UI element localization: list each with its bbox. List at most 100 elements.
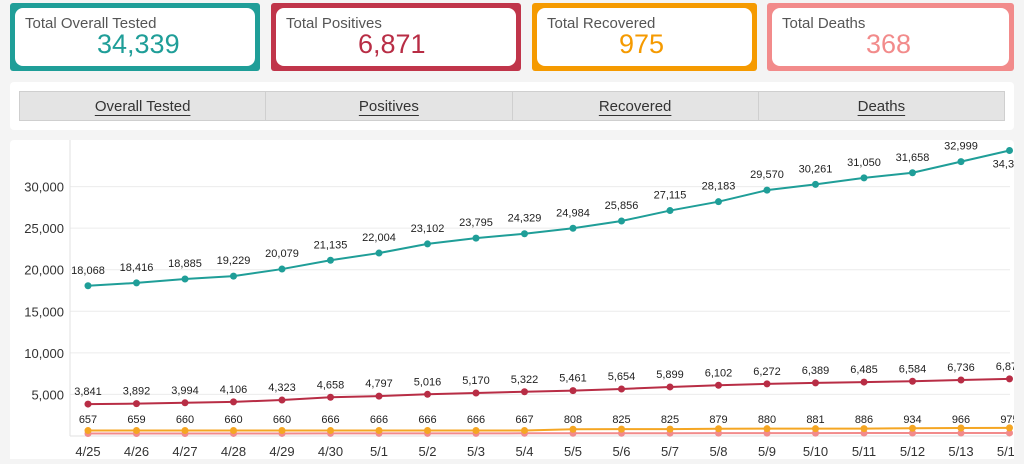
- tab-overall-tested[interactable]: Overall Tested: [20, 92, 267, 120]
- data-point: [1006, 424, 1013, 432]
- data-point: [715, 381, 722, 389]
- data-point: [763, 186, 771, 194]
- y-tick-label: 10,000: [24, 346, 64, 361]
- data-point: [181, 275, 189, 283]
- card-total-recovered[interactable]: Total Recovered 975: [532, 3, 757, 71]
- data-point: [424, 240, 431, 248]
- data-point: [278, 427, 286, 435]
- data-point: [569, 224, 577, 232]
- data-label: 22,004: [362, 232, 396, 244]
- series-line: [87, 377, 1010, 406]
- data-point: [327, 256, 334, 264]
- data-point: [715, 198, 722, 206]
- data-label: 975: [1000, 414, 1014, 426]
- card-value: 368: [866, 29, 912, 59]
- data-label: 18,885: [168, 258, 202, 270]
- data-label: 5,654: [608, 371, 636, 383]
- data-point: [327, 426, 334, 434]
- data-label: 20,079: [265, 248, 299, 260]
- tab-label: Positives: [358, 97, 419, 115]
- data-label: 5,170: [462, 375, 490, 387]
- data-point: [860, 174, 868, 182]
- data-label: 6,736: [947, 362, 975, 374]
- data-label: 4,323: [268, 382, 296, 394]
- data-point: [375, 249, 383, 257]
- data-label: 24,984: [556, 207, 590, 219]
- x-tick-label: 5/13: [948, 444, 973, 459]
- data-label: 5,899: [656, 369, 684, 381]
- data-point: [521, 388, 528, 396]
- card-value: 6,871: [358, 29, 426, 59]
- data-label: 23,795: [459, 217, 493, 229]
- data-label: 667: [515, 414, 533, 426]
- data-point: [521, 230, 528, 238]
- x-tick-label: 5/10: [803, 444, 828, 459]
- x-tick-label: 5/5: [564, 444, 582, 459]
- data-label: 18,068: [71, 265, 105, 277]
- data-point: [812, 379, 819, 387]
- data-point: [569, 387, 577, 395]
- data-label: 5,016: [414, 376, 442, 388]
- data-point: [957, 376, 965, 384]
- x-tick-label: 5/12: [900, 444, 925, 459]
- x-tick-label: 4/25: [75, 444, 100, 459]
- series-line: [87, 149, 1010, 287]
- data-point: [472, 234, 480, 242]
- card-total-tested[interactable]: Total Overall Tested 34,339: [10, 3, 260, 71]
- tab-positives[interactable]: Positives: [266, 92, 513, 120]
- card-label: Total Recovered: [547, 15, 656, 32]
- data-point: [812, 425, 819, 433]
- data-point: [133, 279, 140, 287]
- data-label: 666: [321, 414, 339, 426]
- data-label: 34,339: [993, 158, 1014, 170]
- data-point: [133, 400, 140, 408]
- x-tick-label: 5/14: [997, 444, 1014, 459]
- data-label: 3,892: [123, 386, 151, 398]
- data-label: 880: [758, 414, 776, 426]
- data-label: 31,658: [896, 152, 930, 164]
- data-point: [181, 399, 189, 407]
- data-label: 4,797: [365, 378, 393, 390]
- data-label: 4,658: [317, 379, 345, 391]
- data-point: [812, 180, 819, 188]
- data-point: [860, 378, 868, 386]
- data-label: 881: [806, 414, 824, 426]
- line-chart: 5,000 10,000 15,000 20,000 25,000 30,000 4/25 4…: [24, 140, 1024, 459]
- tab-recovered[interactable]: Recovered: [512, 92, 759, 120]
- data-point: [133, 427, 140, 435]
- data-label: 6,871: [996, 361, 1014, 373]
- data-point: [1006, 429, 1013, 437]
- data-label: 666: [370, 414, 388, 426]
- card-total-positives[interactable]: Total Positives 6,871: [271, 3, 521, 71]
- data-label: 23,102: [411, 223, 445, 235]
- tab-label: Deaths: [857, 97, 906, 115]
- data-point: [569, 425, 577, 433]
- x-tick-label: 5/6: [612, 444, 630, 459]
- data-point: [84, 400, 92, 408]
- data-label: 6,389: [802, 365, 830, 377]
- series-line: [87, 431, 1010, 435]
- data-label: 660: [224, 414, 242, 426]
- data-point: [375, 392, 383, 400]
- tab-deaths[interactable]: Deaths: [758, 92, 1004, 120]
- data-label: 24,329: [508, 213, 542, 225]
- card-total-deaths[interactable]: Total Deaths 368: [767, 3, 1014, 71]
- x-tick-label: 4/27: [172, 444, 197, 459]
- data-point: [84, 282, 92, 290]
- data-point: [666, 383, 674, 391]
- tabs: Overall Tested Positives Recovered Death…: [19, 91, 1005, 121]
- tab-bar: Overall Tested Positives Recovered Death…: [10, 82, 1014, 130]
- data-label: 21,135: [314, 239, 348, 251]
- data-point: [472, 426, 480, 434]
- x-tick-label: 5/2: [418, 444, 436, 459]
- data-point: [618, 385, 625, 393]
- tab-label: Overall Tested: [94, 97, 191, 115]
- data-label: 29,570: [750, 169, 784, 181]
- x-tick-label: 4/29: [269, 444, 294, 459]
- data-label: 3,841: [74, 386, 102, 398]
- data-label: 660: [176, 414, 194, 426]
- x-tick-label: 5/11: [852, 444, 876, 459]
- data-point: [763, 380, 771, 388]
- data-label: 25,856: [605, 200, 639, 212]
- tab-label: Recovered: [598, 97, 672, 115]
